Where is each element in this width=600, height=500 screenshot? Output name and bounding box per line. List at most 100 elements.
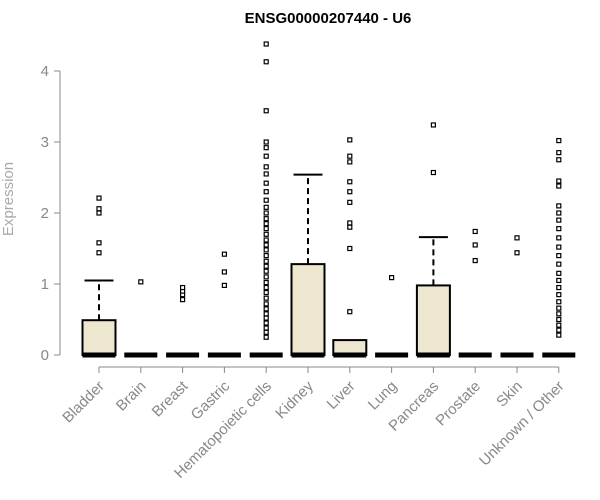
outlier-point	[263, 180, 269, 186]
outlier-point	[263, 242, 269, 248]
outlier-point	[556, 235, 562, 241]
outlier-point	[556, 244, 562, 250]
x-tick-label: Skin	[493, 378, 526, 411]
outlier-point	[263, 289, 269, 296]
outlier-point	[556, 327, 562, 333]
plot-area	[81, 41, 576, 358]
outlier-point	[556, 217, 562, 223]
outlier-point	[221, 251, 227, 257]
outlier-point	[556, 157, 562, 163]
outlier-point	[347, 153, 353, 159]
box	[81, 319, 117, 356]
outlier-point	[556, 277, 562, 284]
outlier-point	[263, 189, 269, 195]
outlier-point	[263, 231, 269, 237]
outlier-point	[263, 301, 269, 307]
box-group	[81, 195, 117, 358]
box	[290, 263, 326, 356]
outlier-point	[263, 268, 269, 274]
y-axis: 0 1 2 3 4	[41, 63, 61, 364]
outlier-point	[556, 183, 562, 189]
y-axis-label: Expression	[0, 162, 17, 236]
x-tick-label: Lung	[365, 378, 401, 414]
outlier-point	[347, 189, 353, 195]
outlier-point	[556, 137, 562, 144]
outlier-point	[263, 41, 269, 47]
box-group	[415, 122, 451, 358]
outlier-point	[347, 179, 353, 185]
box-group	[375, 275, 409, 358]
outlier-point	[514, 250, 520, 256]
outlier-point	[263, 171, 269, 177]
outlier-point	[263, 325, 269, 331]
box-group	[332, 137, 368, 358]
outlier-point	[263, 329, 269, 335]
outlier-point	[221, 269, 227, 275]
outlier-point	[263, 210, 269, 216]
outlier-point	[472, 228, 478, 235]
outlier-point	[180, 284, 186, 291]
outlier-point	[347, 224, 353, 230]
outlier-point	[263, 197, 269, 203]
outlier-point	[263, 284, 269, 291]
outlier-point	[263, 153, 269, 159]
x-tick-label: Bladder	[59, 378, 108, 427]
outlier-point	[263, 315, 269, 321]
outlier-point	[556, 316, 562, 323]
outlier-point	[263, 139, 269, 145]
outlier-point	[556, 305, 562, 311]
outlier-point	[263, 108, 269, 114]
outlier-point	[96, 210, 102, 216]
box-group	[458, 228, 492, 358]
outlier-point	[263, 295, 269, 301]
outlier-point	[347, 220, 353, 226]
box-group	[166, 284, 200, 358]
outlier-point	[430, 169, 436, 176]
x-tick-label: Liver	[324, 378, 359, 413]
outlier-point	[221, 282, 227, 289]
chart-title: ENSG00000207440 - U6	[245, 10, 412, 27]
outlier-point	[263, 274, 269, 280]
y-tick-label: 0	[41, 347, 49, 364]
outlier-point	[263, 226, 269, 232]
outlier-point	[472, 257, 478, 264]
outlier-point	[263, 306, 269, 312]
outlier-point	[263, 237, 269, 243]
outlier-point	[556, 322, 562, 328]
outlier-point	[263, 59, 269, 65]
y-tick-label: 3	[41, 134, 49, 151]
outlier-point	[556, 299, 562, 305]
outlier-point	[347, 245, 353, 252]
outlier-point	[96, 195, 102, 201]
outlier-point	[556, 261, 562, 267]
box-group	[290, 173, 326, 358]
x-tick-label: Breast	[149, 377, 192, 420]
box-group	[249, 41, 283, 358]
outlier-point	[556, 284, 562, 291]
x-tick-label: Prostate	[432, 378, 484, 430]
outlier-point	[263, 164, 269, 170]
outlier-point	[263, 204, 269, 210]
y-tick-label: 2	[41, 205, 49, 222]
outlier-point	[96, 240, 102, 246]
outlier-point	[263, 221, 269, 227]
outlier-point	[556, 311, 562, 317]
outlier-point	[347, 199, 353, 205]
outlier-point	[263, 145, 269, 151]
outlier-point	[389, 275, 395, 281]
x-tick-label: Kidney	[272, 377, 317, 422]
outlier-point	[347, 137, 353, 143]
outlier-point	[263, 247, 269, 253]
outlier-point	[347, 159, 353, 165]
box-group	[500, 235, 534, 358]
outlier-point	[138, 279, 144, 285]
box	[415, 284, 451, 357]
outlier-point	[514, 235, 520, 241]
box-group	[207, 251, 241, 358]
x-tick-label: Brain	[113, 378, 150, 415]
outlier-point	[347, 309, 353, 315]
box-group	[124, 279, 158, 358]
outlier-point	[263, 216, 269, 222]
